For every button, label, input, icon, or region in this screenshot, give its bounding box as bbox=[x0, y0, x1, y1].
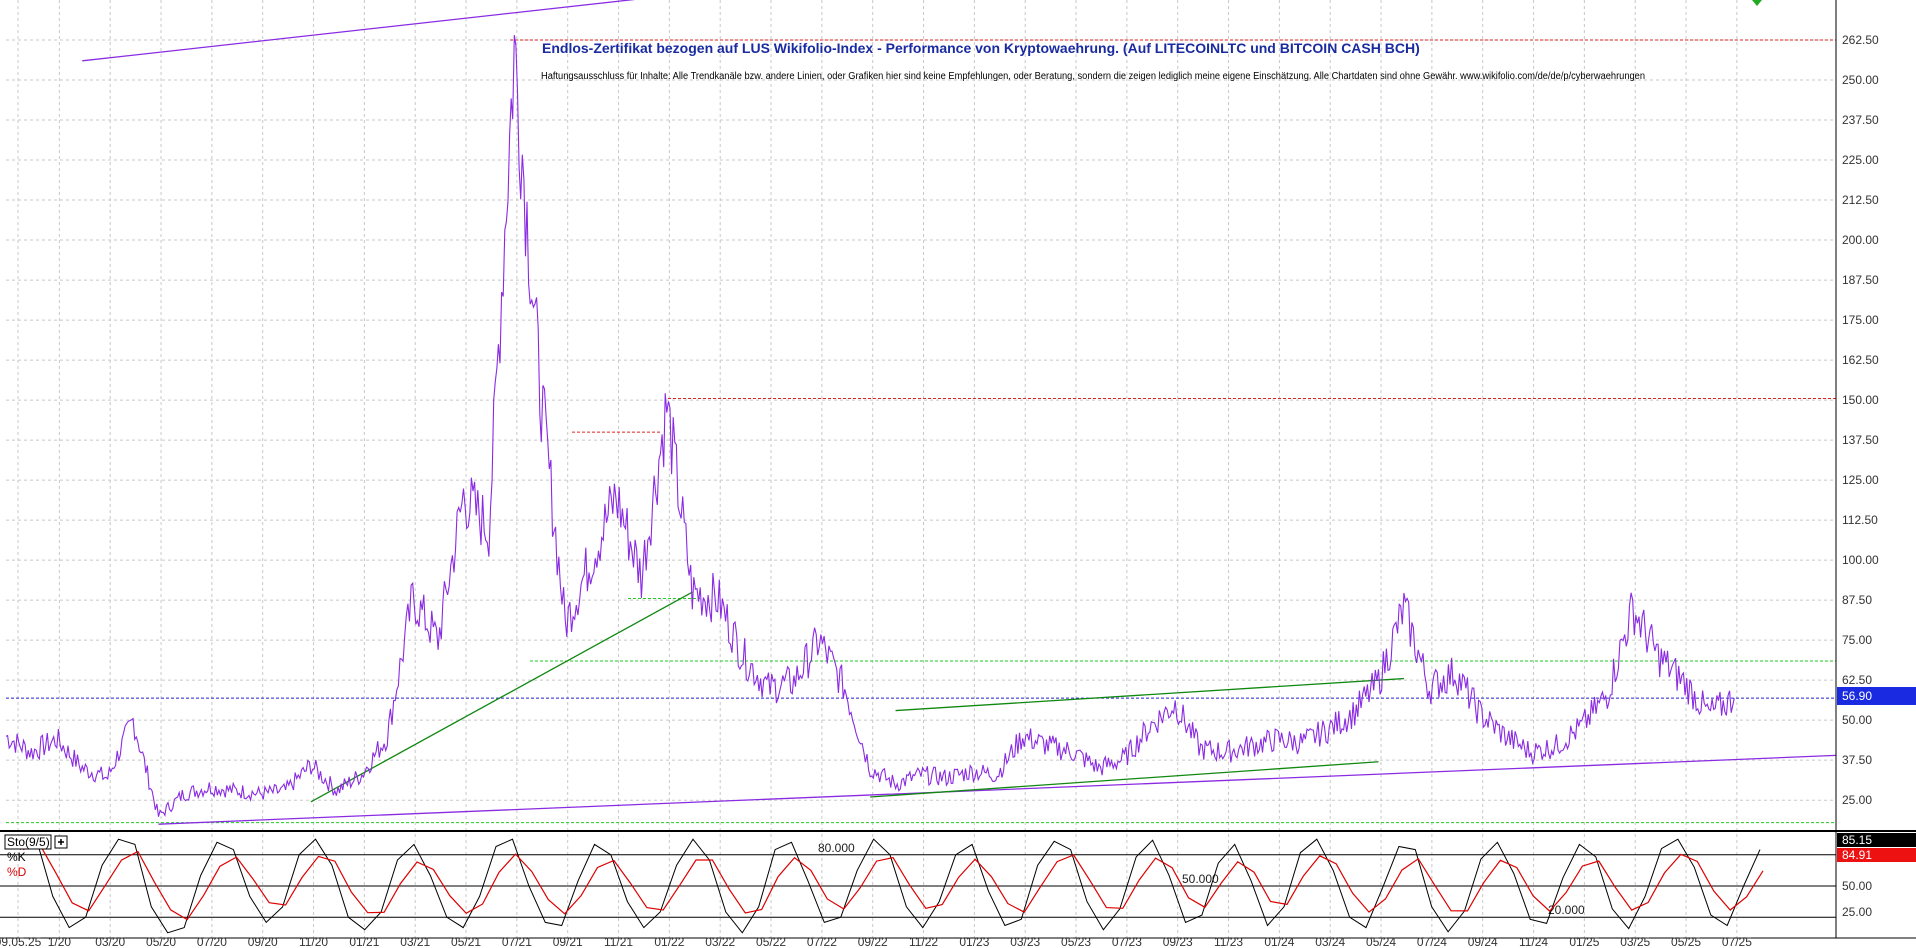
y-tick-label: 50.00 bbox=[1842, 713, 1872, 727]
x-tick-label: 05/22 bbox=[756, 935, 786, 948]
last-value-label: 56.90 bbox=[1842, 689, 1872, 703]
chart-subtitle: Haftungsausschluss für Inhalte: Alle Tre… bbox=[541, 71, 1645, 82]
x-tick-label: 01/24 bbox=[1264, 935, 1294, 948]
osc-y-tick-label: 50.00 bbox=[1842, 879, 1872, 893]
price-series bbox=[5, 35, 1735, 817]
y-tick-label: 162.50 bbox=[1842, 353, 1879, 367]
x-tick-label: 01/22 bbox=[654, 935, 684, 948]
x-tick-label: 07/25 bbox=[1722, 935, 1752, 948]
price-line bbox=[5, 35, 1735, 817]
y-tick-label: 100.00 bbox=[1842, 553, 1879, 567]
k-legend: %K bbox=[7, 850, 26, 864]
x-tick-label: 05/20 bbox=[146, 935, 176, 948]
y-tick-label: 175.00 bbox=[1842, 313, 1879, 327]
osc-level-label: 50.000 bbox=[1182, 872, 1219, 886]
x-tick-label: 07/22 bbox=[807, 935, 837, 948]
y-tick-label: 250.00 bbox=[1842, 73, 1879, 87]
k-value-label: 85.15 bbox=[1842, 833, 1872, 847]
stochastic-panel: 80.000 50.000 20.000 25.00 50.00 bbox=[0, 838, 1872, 934]
osc-y-tick-label: 25.00 bbox=[1842, 905, 1872, 919]
x-tick-label: 09/22 bbox=[858, 935, 888, 948]
x-tick-label: 11/23 bbox=[1214, 935, 1243, 948]
d-value-label: 84.91 bbox=[1842, 848, 1872, 862]
grid bbox=[6, 0, 1836, 938]
osc-level-label: 20.000 bbox=[1548, 903, 1585, 917]
trendline bbox=[895, 677, 1404, 712]
x-tick-label: 09/23 bbox=[1163, 935, 1193, 948]
y-tick-label: 262.50 bbox=[1842, 33, 1879, 47]
oscillator-name-box[interactable] bbox=[4, 834, 52, 850]
x-tick-label: 03/23 bbox=[1010, 935, 1040, 948]
trendline bbox=[870, 761, 1379, 798]
y-tick-label: 125.00 bbox=[1842, 473, 1879, 487]
x-tick-label: 03/25 bbox=[1620, 935, 1650, 948]
y-tick-label: 112.50 bbox=[1842, 513, 1878, 527]
x-tick-label: 05/23 bbox=[1061, 935, 1091, 948]
k-value-badge bbox=[1837, 833, 1916, 847]
y-tick-label: 212.50 bbox=[1842, 193, 1879, 207]
stoch-k-line bbox=[19, 838, 1761, 934]
y-tick-label: 137.50 bbox=[1842, 433, 1879, 447]
x-tick-label: 05/25 bbox=[1671, 935, 1701, 948]
x-tick-label: 05/24 bbox=[1366, 935, 1396, 948]
horizontal-levels bbox=[6, 39, 1836, 824]
d-legend: %D bbox=[7, 865, 27, 879]
x-tick-label: 09/20 bbox=[248, 935, 278, 948]
arrow-down-icon bbox=[1752, 0, 1762, 6]
x-tick-label: 07/21 bbox=[502, 935, 532, 948]
y-tick-label: 225.00 bbox=[1842, 153, 1879, 167]
x-tick-label: 07/24 bbox=[1417, 935, 1447, 948]
y-tick-label: 62.50 bbox=[1842, 673, 1872, 687]
d-value-badge bbox=[1837, 848, 1916, 862]
y-tick-label: 87.50 bbox=[1842, 593, 1872, 607]
last-value-badge bbox=[1837, 687, 1916, 705]
x-tick-label: 03/24 bbox=[1315, 935, 1345, 948]
y-tick-label: 150.00 bbox=[1842, 393, 1879, 407]
y-tick-label: 75.00 bbox=[1842, 633, 1872, 647]
x-axis: 09.05.25 1/20 03/20 05/20 07/20 09/20 11/20 01/… bbox=[0, 935, 1752, 948]
osc-level-label: 80.000 bbox=[818, 841, 855, 855]
y-tick-label: 25.00 bbox=[1842, 793, 1872, 807]
x-tick-label: 01/23 bbox=[959, 935, 989, 948]
trendline bbox=[158, 754, 1837, 825]
x-tick-label: 1/20 bbox=[48, 935, 72, 948]
trendlines bbox=[82, 0, 1837, 825]
x-tick-label: 11/20 bbox=[299, 935, 328, 948]
x-tick-label: 03/22 bbox=[705, 935, 735, 948]
x-tick-label: 01/21 bbox=[349, 935, 379, 948]
y-tick-label: 237.50 bbox=[1842, 113, 1879, 127]
x-tick-label: 09/21 bbox=[553, 935, 583, 948]
y-tick-label: 200.00 bbox=[1842, 233, 1879, 247]
trendline bbox=[82, 0, 636, 62]
oscillator-name: Sto(9/5) bbox=[7, 835, 50, 849]
x-tick-label: 09.05.25 bbox=[0, 935, 42, 948]
stoch-d-line bbox=[22, 843, 1764, 921]
x-tick-label: 05/21 bbox=[451, 935, 481, 948]
x-tick-label: 07/20 bbox=[197, 935, 227, 948]
x-tick-label: 03/21 bbox=[400, 935, 430, 948]
x-tick-label: 11/22 bbox=[909, 935, 938, 948]
y-tick-label: 187.50 bbox=[1842, 273, 1879, 287]
x-tick-label: 11/21 bbox=[604, 935, 633, 948]
x-tick-label: 03/20 bbox=[95, 935, 125, 948]
chart-title: Endlos-Zertifikat bezogen auf LUS Wikifo… bbox=[542, 40, 1420, 56]
x-tick-label: 01/25 bbox=[1569, 935, 1599, 948]
x-tick-label: 07/23 bbox=[1112, 935, 1142, 948]
x-tick-label: 11/24 bbox=[1519, 935, 1548, 948]
x-tick-label: 09/24 bbox=[1468, 935, 1498, 948]
y-tick-label: 37.50 bbox=[1842, 753, 1872, 767]
trendline bbox=[310, 591, 693, 803]
